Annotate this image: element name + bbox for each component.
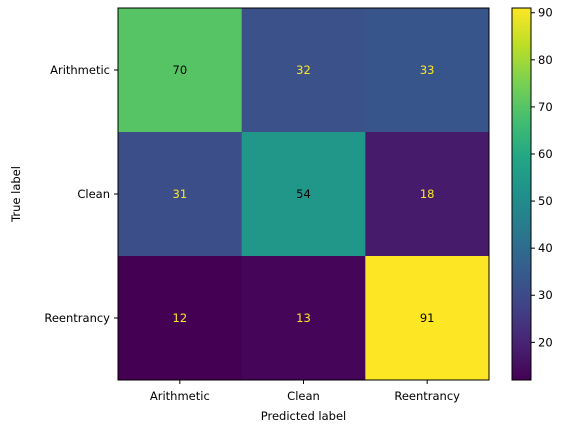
cell-value-label: 70 — [173, 63, 188, 77]
cell-value-label: 12 — [173, 311, 188, 325]
cell-value-label: 91 — [420, 311, 435, 325]
cell-value-label: 13 — [296, 311, 311, 325]
colorbar-tick-label: 90 — [538, 6, 553, 20]
y-tick-label: Reentrancy — [44, 311, 110, 325]
colorbar-tick-label: 70 — [538, 100, 553, 114]
colorbar-tick-label: 20 — [538, 335, 553, 349]
colorbar-tick-label: 80 — [538, 53, 553, 67]
x-tick-label: Clean — [287, 389, 320, 403]
colorbar — [512, 8, 531, 380]
cell-value-label: 31 — [173, 187, 188, 201]
colorbar-tick-label: 50 — [538, 194, 553, 208]
x-axis-label: Predicted label — [261, 409, 346, 423]
y-tick-label: Clean — [77, 187, 110, 201]
x-tick-label: Reentrancy — [394, 389, 460, 403]
y-tick-label: Arithmetic — [50, 63, 110, 77]
colorbar-tick-label: 60 — [538, 147, 553, 161]
cell-value-label: 54 — [296, 187, 311, 201]
x-tick-label: Arithmetic — [150, 389, 210, 403]
colorbar-tick-label: 30 — [538, 288, 553, 302]
cell-value-label: 32 — [296, 63, 311, 77]
colorbar-tick-label: 40 — [538, 241, 553, 255]
y-axis-label: True label — [9, 166, 23, 223]
cell-value-label: 33 — [420, 63, 435, 77]
cell-value-label: 18 — [420, 187, 435, 201]
